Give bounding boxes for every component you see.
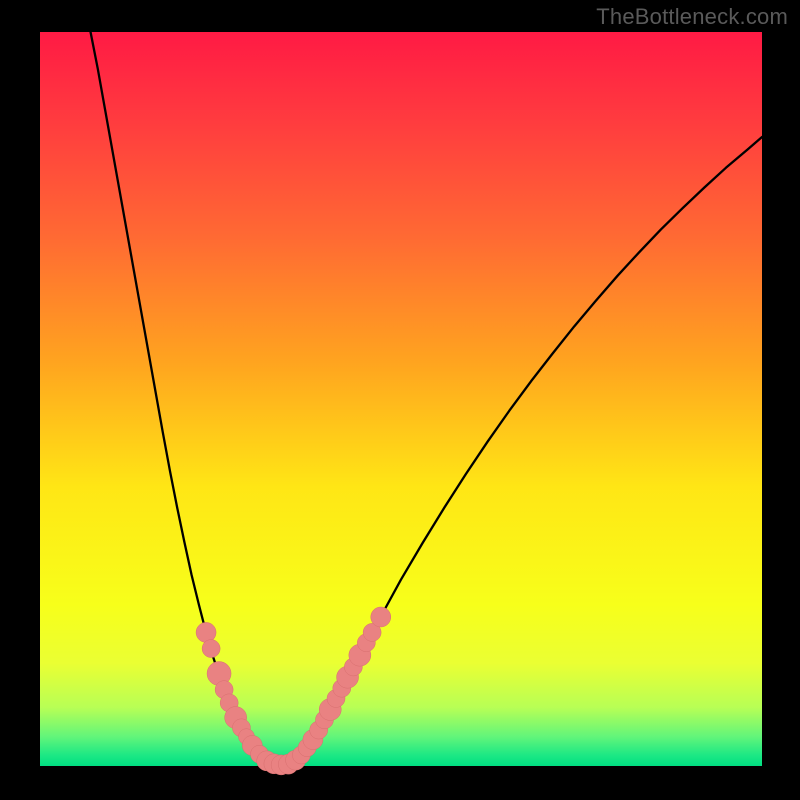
curve-marker [202, 640, 220, 658]
curve-layer [40, 32, 762, 766]
curve-marker [371, 607, 391, 627]
curve-marker [196, 622, 216, 642]
curve-markers [196, 607, 391, 775]
plot-area [40, 32, 762, 766]
bottleneck-curve [91, 32, 762, 765]
chart-stage: TheBottleneck.com [0, 0, 800, 800]
watermark-text: TheBottleneck.com [596, 4, 788, 30]
